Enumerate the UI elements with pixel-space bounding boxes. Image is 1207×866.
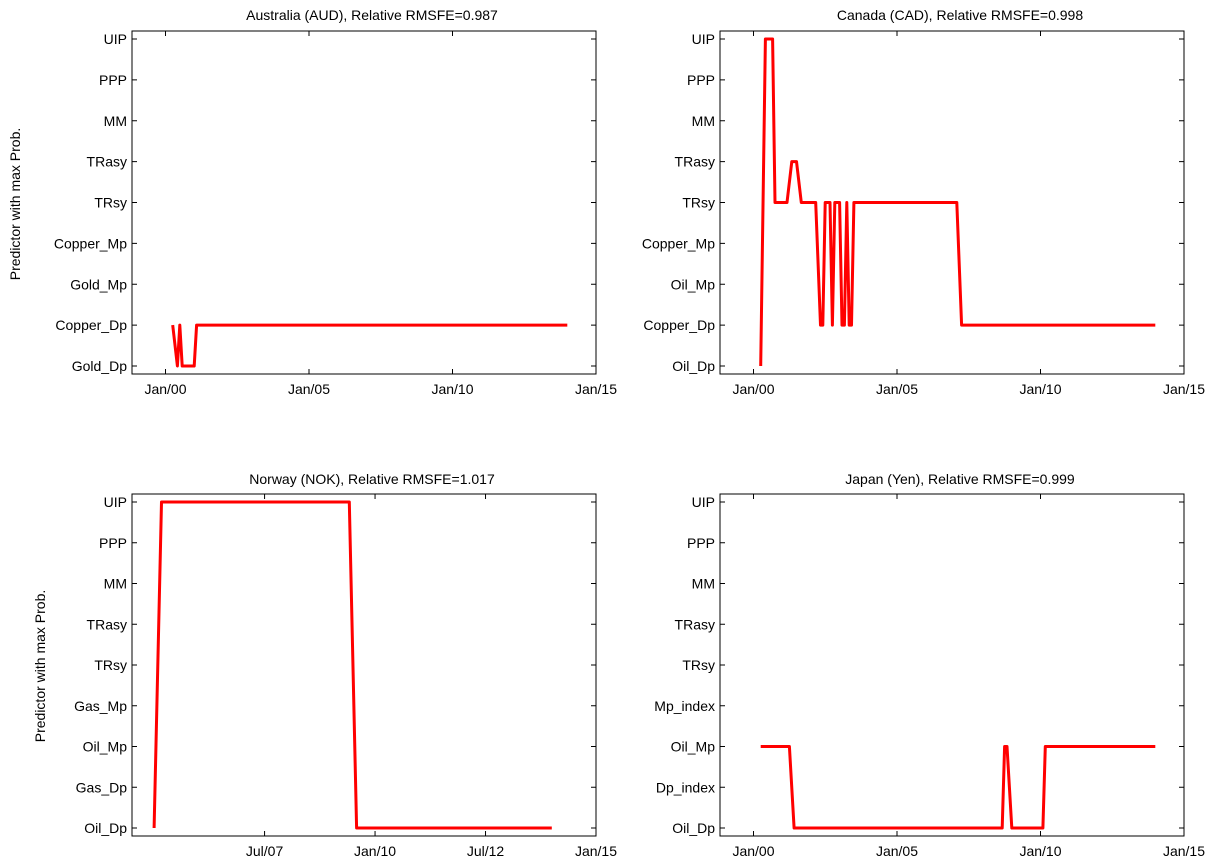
x-tick-label: Jan/10	[431, 381, 473, 397]
plot-frame	[719, 493, 1185, 837]
y-tick-label: Copper_Mp	[54, 235, 127, 251]
y-tick-label: Gold_Mp	[70, 276, 127, 292]
plot-frame	[131, 493, 597, 837]
y-tick-label: TRasy	[675, 616, 715, 632]
y-tick-label: Oil_Mp	[83, 739, 128, 755]
y-tick-label: TRsy	[682, 195, 715, 211]
y-tick-label: TRasy	[675, 154, 715, 170]
y-tick-label: TRsy	[682, 657, 715, 673]
y-tick-label: MM	[692, 113, 715, 129]
y-tick-label: TRasy	[87, 154, 127, 170]
series-line	[759, 37, 1156, 367]
y-tick-label: TRasy	[87, 616, 127, 632]
y-tick-label: UIP	[692, 31, 715, 47]
y-tick-label: Oil_Dp	[84, 820, 127, 836]
y-tick-label: UIP	[104, 31, 127, 47]
y-tick-label: MM	[692, 576, 715, 592]
plot-frame	[131, 30, 597, 375]
y-tick-label: Mp_index	[654, 698, 715, 714]
x-tick-label: Jan/15	[1163, 843, 1205, 859]
y-tick-label: Gold_Dp	[72, 358, 127, 374]
x-tick-label: Jan/05	[876, 381, 918, 397]
y-tick-label: TRsy	[94, 657, 127, 673]
series-line	[152, 500, 552, 830]
y-tick-label: PPP	[687, 535, 715, 551]
y-tick-label: PPP	[99, 72, 127, 88]
x-tick-label: Jan/10	[354, 843, 396, 859]
y-tick-label: Copper_Dp	[55, 317, 127, 333]
x-tick-label: Jan/05	[288, 381, 330, 397]
y-tick-label: TRsy	[94, 195, 127, 211]
y-tick-label: Oil_Dp	[672, 820, 715, 836]
series-line	[171, 323, 568, 368]
y-tick-label: Oil_Mp	[671, 276, 716, 292]
y-tick-label: Oil_Mp	[671, 739, 716, 755]
chart-title: Norway (NOK), Relative RMSFE=1.017	[249, 471, 495, 487]
x-tick-label: Jan/05	[876, 843, 918, 859]
y-tick-label: Gas_Mp	[74, 698, 127, 714]
y-tick-label: MM	[104, 113, 127, 129]
y-tick-label: MM	[104, 576, 127, 592]
x-tick-label: Jul/07	[246, 843, 284, 859]
x-tick-label: Jan/00	[144, 381, 186, 397]
y-tick-label: Dp_index	[656, 779, 715, 795]
x-tick-label: Jan/15	[575, 381, 617, 397]
y-tick-label: PPP	[687, 72, 715, 88]
y-tick-label: PPP	[99, 535, 127, 551]
y-tick-label: Copper_Dp	[643, 317, 715, 333]
panel-japan: Japan (Yen), Relative RMSFE=0.999 Oil_Dp…	[654, 471, 1205, 859]
panel-norway: Norway (NOK), Relative RMSFE=1.017 Predi…	[32, 471, 617, 859]
y-axis-label: Predictor with max Prob.	[7, 128, 23, 281]
panel-australia: Australia (AUD), Relative RMSFE=0.987 Pr…	[7, 7, 617, 397]
panel-canada: Canada (CAD), Relative RMSFE=0.998 Oil_D…	[642, 7, 1205, 397]
y-tick-label: Oil_Dp	[672, 358, 715, 374]
x-tick-label: Jan/00	[732, 381, 774, 397]
x-tick-label: Jan/00	[732, 843, 774, 859]
y-tick-label: Copper_Mp	[642, 235, 715, 251]
x-tick-label: Jan/15	[575, 843, 617, 859]
y-tick-label: UIP	[104, 494, 127, 510]
chart-title: Japan (Yen), Relative RMSFE=0.999	[845, 471, 1075, 487]
y-tick-label: Gas_Dp	[76, 779, 128, 795]
x-tick-label: Jan/10	[1019, 381, 1061, 397]
x-tick-label: Jul/12	[467, 843, 505, 859]
chart-title: Canada (CAD), Relative RMSFE=0.998	[837, 7, 1083, 23]
chart-title: Australia (AUD), Relative RMSFE=0.987	[246, 7, 498, 23]
series-line	[760, 745, 1156, 830]
x-tick-label: Jan/15	[1163, 381, 1205, 397]
y-axis-label: Predictor with max Prob.	[32, 590, 48, 743]
y-tick-label: UIP	[692, 494, 715, 510]
x-tick-label: Jan/10	[1019, 843, 1061, 859]
